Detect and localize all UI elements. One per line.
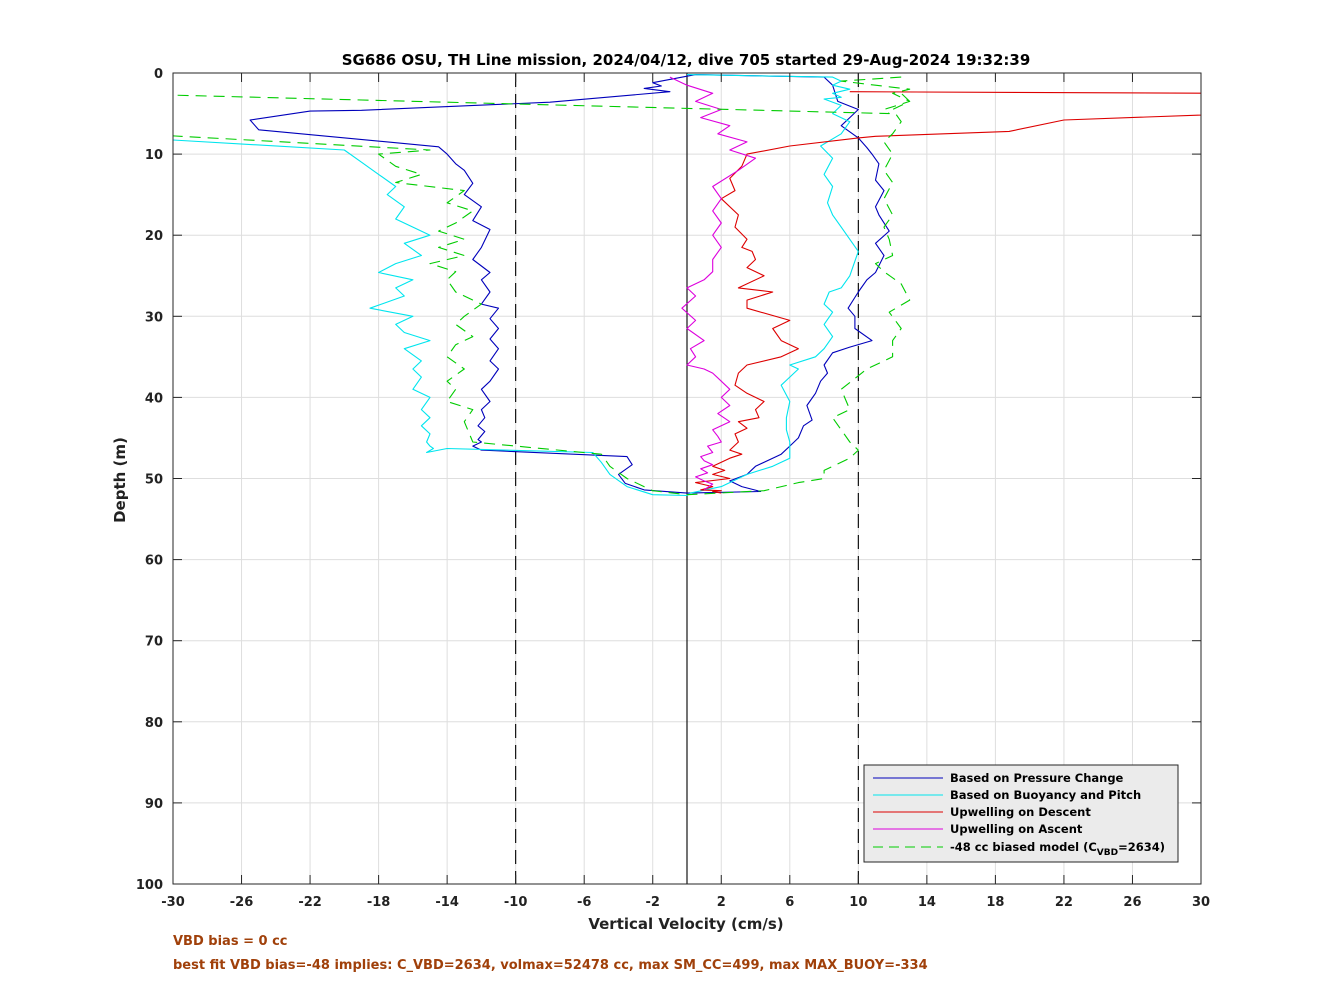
x-tick-label: -14 [435,895,459,910]
y-tick-label: 80 [145,716,163,731]
x-axis-label: Vertical Velocity (cm/s) [588,915,783,933]
series-upwelling-descent [695,91,1201,494]
y-tick-label: 70 [145,635,163,650]
chart-title: SG686 OSU, TH Line mission, 2024/04/12, … [342,51,1031,69]
series-pressure-change [249,74,890,494]
vbd-bias-note: VBD bias = 0 cc [173,934,288,949]
x-tick-label: -18 [367,895,391,910]
legend-label-descent: Upwelling on Descent [950,805,1091,819]
legend-label-model: -48 cc biased model (CVBD=2634) [950,840,1165,858]
y-tick-label: 20 [145,229,163,244]
x-tick-label: 26 [1123,895,1141,910]
y-tick-label: 10 [145,148,163,163]
y-tick-label: 0 [154,67,163,82]
x-tick-label: -30 [161,895,185,910]
x-tick-label: -2 [646,895,660,910]
x-tick-label: 18 [986,895,1004,910]
legend: Based on Pressure Change Based on Buoyan… [863,764,1179,863]
legend-label-buoyancy: Based on Buoyancy and Pitch [950,788,1141,802]
legend-label-model-end: =2634) [1118,840,1165,854]
legend-label-model-main: -48 cc biased model (C [950,840,1097,854]
legend-box [863,764,1179,863]
x-tick-label: 10 [849,895,867,910]
x-tick-label: 14 [918,895,936,910]
ticks: -30 -26 -22 -18 -14 -10 -6 -2 2 6 10 14 18 22 26 300102… [136,67,1210,910]
x-tick-label: -22 [298,895,322,910]
y-axis-label: Depth (m) [111,437,129,523]
best-fit-note: best fit VBD bias=-48 implies: C_VBD=263… [173,958,928,973]
y-tick-label: 90 [145,797,163,812]
x-tick-label: 22 [1055,895,1073,910]
x-tick-label: 6 [785,895,794,910]
series-buoyancy-pitch [173,74,859,497]
x-tick-label: -26 [230,895,254,910]
series-upwelling-ascent [669,76,757,491]
legend-label-model-sub: VBD [1097,848,1118,858]
legend-label-ascent: Upwelling on Ascent [950,822,1083,836]
y-tick-label: 50 [145,473,163,488]
y-tick-label: 40 [145,391,163,406]
legend-label-pressure: Based on Pressure Change [950,771,1124,785]
y-tick-label: 100 [136,878,163,893]
x-tick-label: -6 [577,895,591,910]
x-tick-label: 30 [1192,895,1210,910]
y-tick-label: 60 [145,554,163,569]
reference-lines [515,73,859,884]
x-tick-label: -10 [504,895,528,910]
y-tick-label: 30 [145,310,163,325]
series-layer [173,74,1201,497]
series-biased-model [173,76,911,496]
x-tick-label: 2 [717,895,726,910]
